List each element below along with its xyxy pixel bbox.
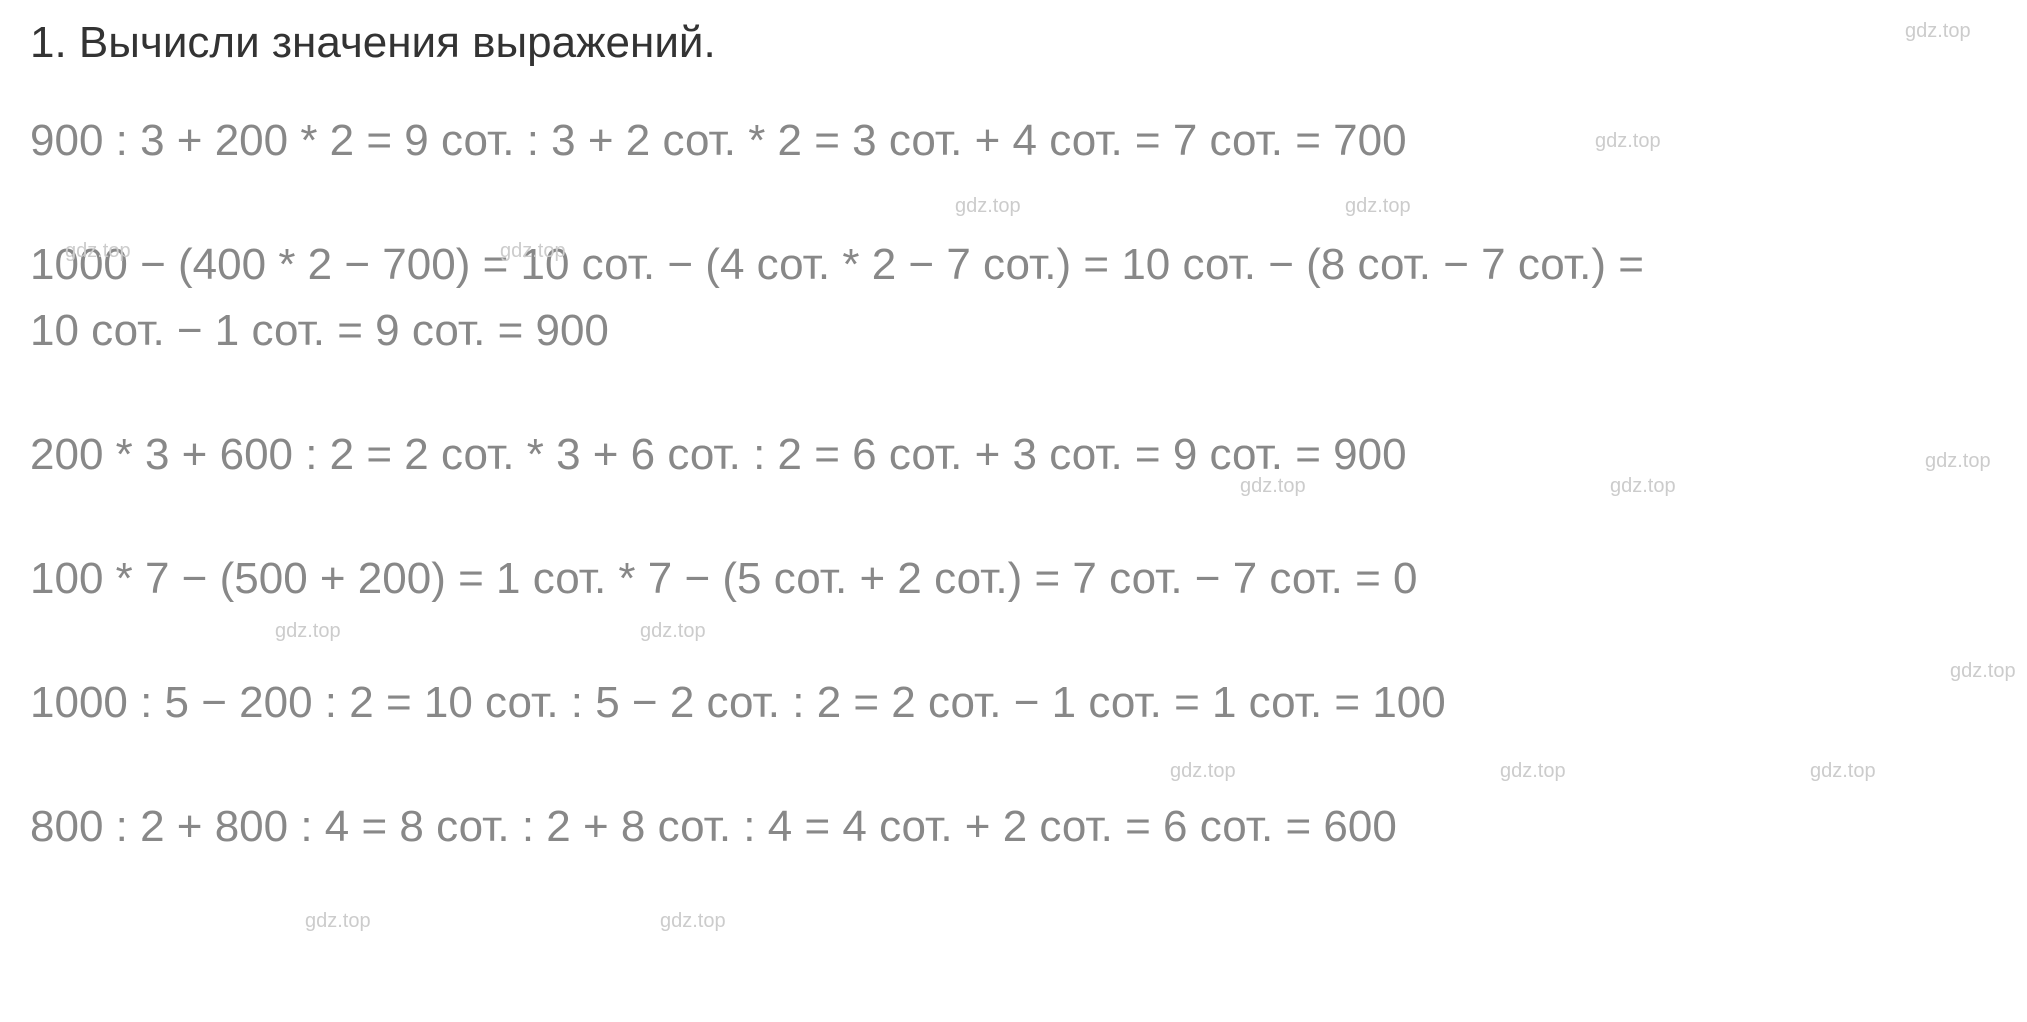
watermark-text: gdz.top (660, 910, 726, 933)
expression-line-6: 800 : 2 + 800 : 4 = 8 сот. : 2 + 8 сот. … (30, 794, 2000, 860)
watermark-text: gdz.top (305, 910, 371, 933)
problem-title: 1. Вычисли значения выражений. (30, 18, 2000, 68)
page-content: 1. Вычисли значения выражений. 900 : 3 +… (30, 18, 2000, 860)
expression-line-5: 1000 : 5 − 200 : 2 = 10 сот. : 5 − 2 сот… (30, 670, 2000, 736)
expression-line-2a: 1000 − (400 * 2 − 700) = 10 сот. − (4 со… (30, 232, 2000, 298)
expression-line-4: 100 * 7 − (500 + 200) = 1 сот. * 7 − (5 … (30, 546, 2000, 612)
expression-line-3: 200 * 3 + 600 : 2 = 2 сот. * 3 + 6 сот. … (30, 422, 2000, 488)
expression-line-2b: 10 сот. − 1 сот. = 9 сот. = 900 (30, 298, 2000, 364)
expression-line-1: 900 : 3 + 200 * 2 = 9 сот. : 3 + 2 сот. … (30, 108, 2000, 174)
